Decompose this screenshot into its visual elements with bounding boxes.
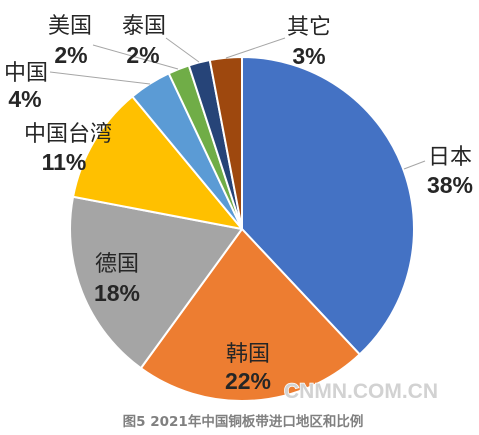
leader-line-usa	[92, 44, 179, 70]
slice-value-usa: 2%	[54, 42, 87, 68]
slice-label-germany: 德国	[95, 252, 139, 277]
chart-caption: 图5 2021年中国铜板带进口地区和比例	[123, 413, 364, 430]
pie-slice-others	[208, 56, 243, 230]
slice-label-thailand: 泰国	[122, 14, 166, 39]
leader-line-others	[225, 37, 286, 59]
slice-value-japan: 38%	[427, 172, 473, 198]
slice-value-china-taiwan: 11%	[42, 149, 87, 175]
slice-label-usa: 美国	[48, 14, 92, 39]
leader-line-thailand	[165, 37, 200, 63]
slice-label-china: 中国	[4, 61, 48, 86]
leader-lines	[49, 37, 426, 170]
slice-label-japan: 日本	[428, 145, 472, 170]
slice-value-others: 3%	[292, 43, 325, 69]
slice-label-china-taiwan: 中国台湾	[24, 122, 112, 147]
leader-line-china	[49, 71, 151, 85]
slice-value-thailand: 2%	[126, 42, 159, 68]
slice-value-germany: 18%	[94, 280, 140, 306]
watermark: CNMN.COM.CN	[284, 380, 438, 403]
pie-slices	[69, 56, 415, 402]
pie-slice-japan	[241, 56, 415, 356]
slice-value-korea: 22%	[225, 368, 271, 394]
pie-slice-germany	[69, 195, 243, 370]
pie-slice-china-taiwan	[72, 95, 243, 230]
slice-value-china: 4%	[8, 86, 41, 112]
pie-slice-korea	[139, 228, 361, 402]
leader-line-japan	[403, 160, 426, 170]
slice-label-korea: 韩国	[226, 342, 270, 367]
slice-label-others: 其它	[287, 15, 331, 40]
